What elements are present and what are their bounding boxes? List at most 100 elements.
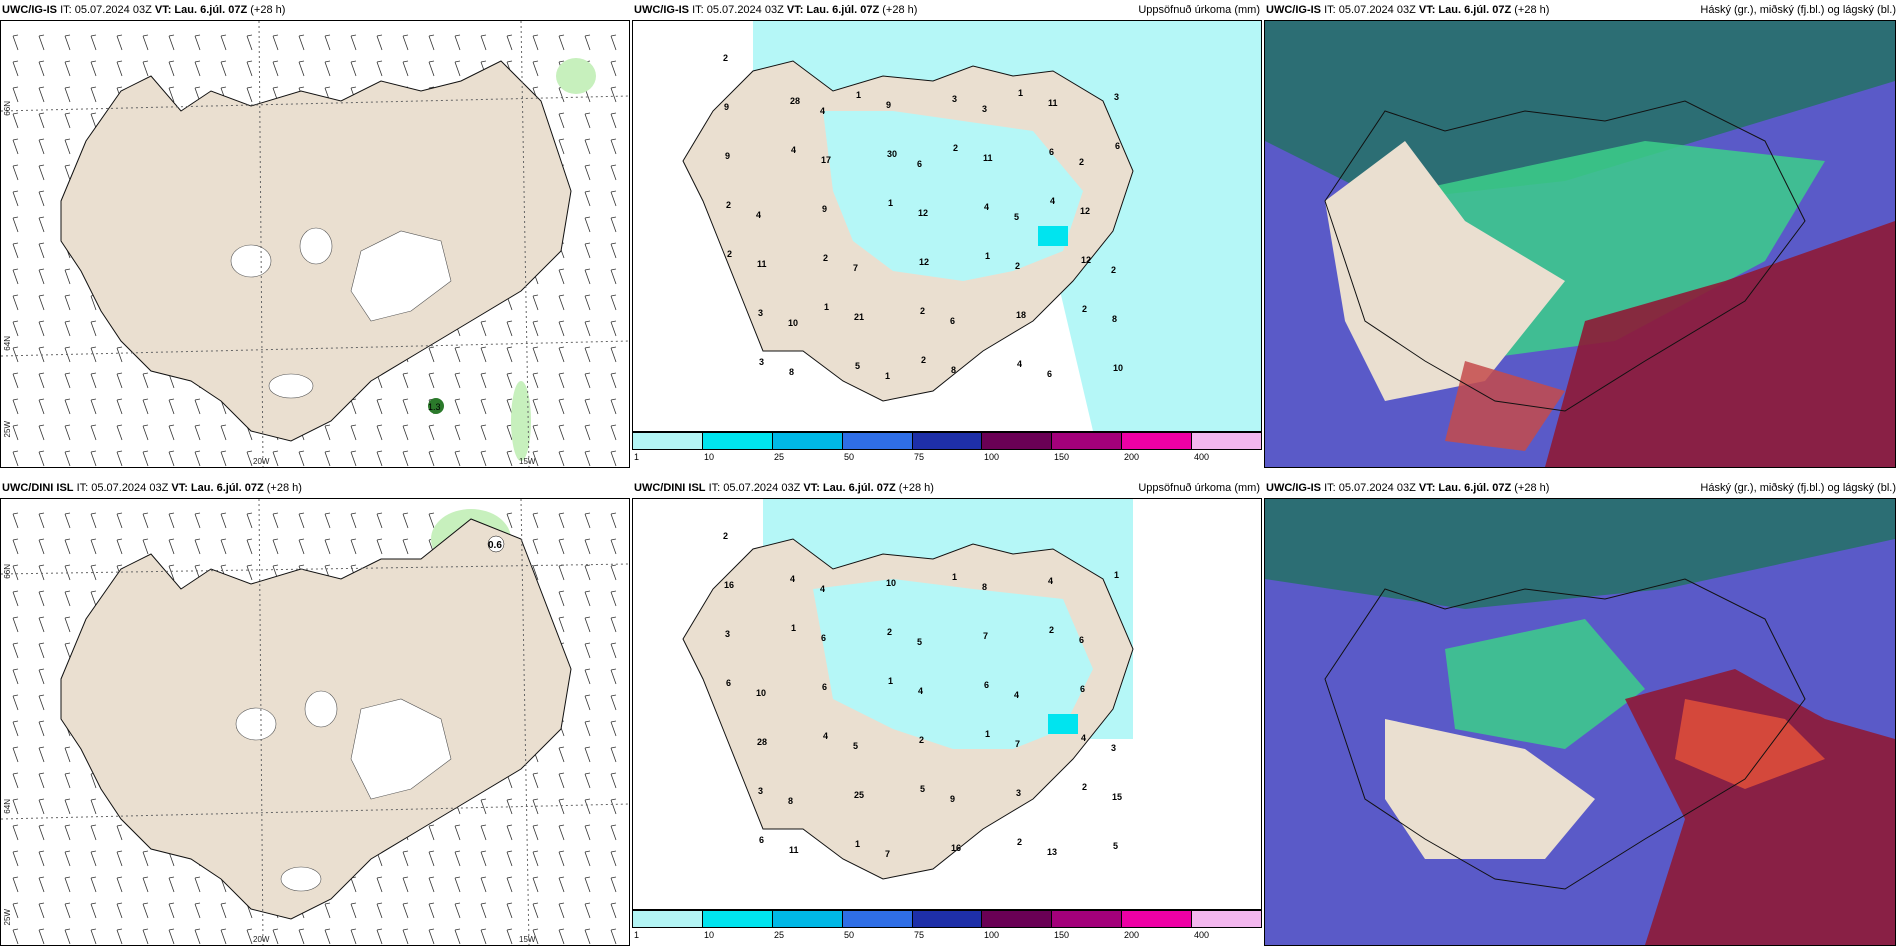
precip-value: 21 bbox=[854, 312, 864, 322]
panel-precip-top: UWC/IG-IS IT: 05.07.2024 03Z VT: Lau. 6.… bbox=[632, 0, 1264, 470]
precip-value: 2 bbox=[1082, 782, 1087, 792]
wind-barb bbox=[272, 60, 279, 77]
panel-precip-bottom: UWC/DINI ISL IT: 05.07.2024 03Z VT: Lau.… bbox=[632, 478, 1264, 950]
precip-value: 4 bbox=[1048, 576, 1053, 586]
wind-barb bbox=[454, 902, 461, 919]
wind-barb bbox=[64, 902, 71, 919]
cloud-high bbox=[1265, 21, 1895, 201]
precip-value: 2 bbox=[723, 531, 728, 541]
wind-barb bbox=[558, 424, 565, 441]
wind-barb bbox=[584, 668, 591, 685]
wind-barb bbox=[506, 902, 513, 919]
wind-barb bbox=[532, 398, 539, 415]
map-svg: 0.6 bbox=[1, 499, 629, 945]
wind-barb bbox=[38, 850, 45, 867]
wind-barb bbox=[350, 60, 357, 77]
axis-label-15w: 15W bbox=[519, 935, 536, 944]
panel-wind-bottom: UWC/DINI ISL IT: 05.07.2024 03Z VT: Lau.… bbox=[0, 478, 632, 950]
wind-barb bbox=[298, 450, 305, 467]
map-wind[interactable]: 0.6 66N 64N 25W 20W 15W bbox=[0, 498, 630, 946]
wind-barb bbox=[532, 34, 539, 51]
wind-barb bbox=[376, 450, 383, 467]
wind-barb bbox=[246, 450, 253, 467]
precip-field bbox=[1053, 241, 1261, 431]
colorbar-segment bbox=[1122, 433, 1193, 449]
wind-barb bbox=[558, 372, 565, 389]
wind-barb bbox=[558, 398, 565, 415]
wind-barb bbox=[584, 538, 591, 555]
colorbar-label: 25 bbox=[774, 930, 785, 940]
wind-barb bbox=[64, 798, 71, 815]
wind-barb bbox=[12, 138, 19, 155]
precip-value: 6 bbox=[821, 633, 826, 643]
wind-barb bbox=[12, 60, 19, 77]
valid-time: Lau. 6.júl. 07Z bbox=[1438, 482, 1512, 494]
wind-barb bbox=[324, 902, 331, 919]
init-time: IT: 05.07.2024 03Z bbox=[76, 482, 169, 494]
colorbar-segment bbox=[633, 911, 703, 927]
wind-barb bbox=[558, 824, 565, 841]
precip-value: 25 bbox=[854, 790, 864, 800]
map-clouds[interactable] bbox=[1264, 20, 1896, 468]
precip-value: 4 bbox=[820, 584, 825, 594]
wind-barb bbox=[584, 450, 591, 467]
precip-value: 2 bbox=[953, 143, 958, 153]
precip-colorbar bbox=[632, 432, 1262, 450]
wind-barb bbox=[38, 450, 45, 467]
panel-header: UWC/IG-IS IT: 05.07.2024 03Z VT: Lau. 6.… bbox=[634, 4, 1260, 20]
map-clouds[interactable] bbox=[1264, 498, 1896, 946]
wind-barb bbox=[64, 372, 71, 389]
wind-marker-label: 1.3 bbox=[428, 402, 441, 412]
wind-barb bbox=[90, 34, 97, 51]
model-name: UWC/IG-IS bbox=[1266, 482, 1321, 494]
map-precip[interactable]: 2 4 5 4 3 8 7 8 6 10 5 9 13 16 6 4 7 15 11 10 7 6 28 25 16 4 3 6 2 3 5… bbox=[632, 498, 1262, 910]
wind-barb bbox=[90, 850, 97, 867]
precip-value: 2 bbox=[1017, 837, 1022, 847]
wind-barb bbox=[38, 876, 45, 893]
wind-barb bbox=[12, 86, 19, 103]
wind-barb bbox=[324, 34, 331, 51]
precip-value: 6 bbox=[726, 678, 731, 688]
valid-time: Lau. 6.júl. 07Z bbox=[806, 4, 880, 16]
wind-barb bbox=[38, 772, 45, 789]
precip-value: 28 bbox=[790, 96, 800, 106]
wind-barb bbox=[12, 320, 19, 337]
lead-time: (+28 h) bbox=[266, 482, 302, 494]
wind-barb bbox=[38, 424, 45, 441]
axis-label-15w: 15W bbox=[519, 457, 536, 466]
wind-barb bbox=[506, 320, 513, 337]
precip-field-inland bbox=[823, 111, 1083, 281]
colorbar-segment bbox=[842, 911, 913, 927]
wind-barb bbox=[506, 34, 513, 51]
precip-value: 17 bbox=[821, 155, 831, 165]
wind-barb bbox=[38, 746, 45, 763]
wind-marker bbox=[487, 535, 505, 553]
wind-barb bbox=[38, 268, 45, 285]
precip-value: 10 bbox=[886, 578, 896, 588]
wind-barb bbox=[350, 424, 357, 441]
wind-barb bbox=[168, 512, 175, 529]
init-time: IT: 05.07.2024 03Z bbox=[1324, 482, 1416, 494]
wind-barb bbox=[194, 538, 201, 555]
wind-barb bbox=[584, 798, 591, 815]
wind-barb bbox=[116, 876, 123, 893]
map-wind[interactable]: 1.3 66N 64N 25W 20W 15W bbox=[0, 20, 630, 468]
precip-value: 3 bbox=[758, 786, 763, 796]
wind-barb bbox=[194, 512, 201, 529]
wind-barb bbox=[168, 424, 175, 441]
wind-barb bbox=[402, 450, 409, 467]
wind-barb bbox=[194, 34, 201, 51]
wind-barb bbox=[38, 824, 45, 841]
wind-barb bbox=[12, 616, 19, 633]
wind-barb bbox=[506, 346, 513, 363]
wind-barb bbox=[38, 928, 45, 945]
map-precip[interactable]: 2 4 6 5 2 10 1 3 2 4 7 6 6 9 17 12 2 8 8 9 11 12 11 21 8 11 9 9 12 18… bbox=[632, 20, 1262, 432]
wind-barb bbox=[610, 86, 617, 103]
wind-barb bbox=[402, 902, 409, 919]
colorbar-label: 200 bbox=[1124, 930, 1140, 940]
wind-barb bbox=[558, 34, 565, 51]
wind-barb bbox=[12, 34, 19, 51]
coastline bbox=[1324, 100, 1806, 412]
wind-barb bbox=[558, 346, 565, 363]
wind-barb bbox=[532, 450, 539, 467]
